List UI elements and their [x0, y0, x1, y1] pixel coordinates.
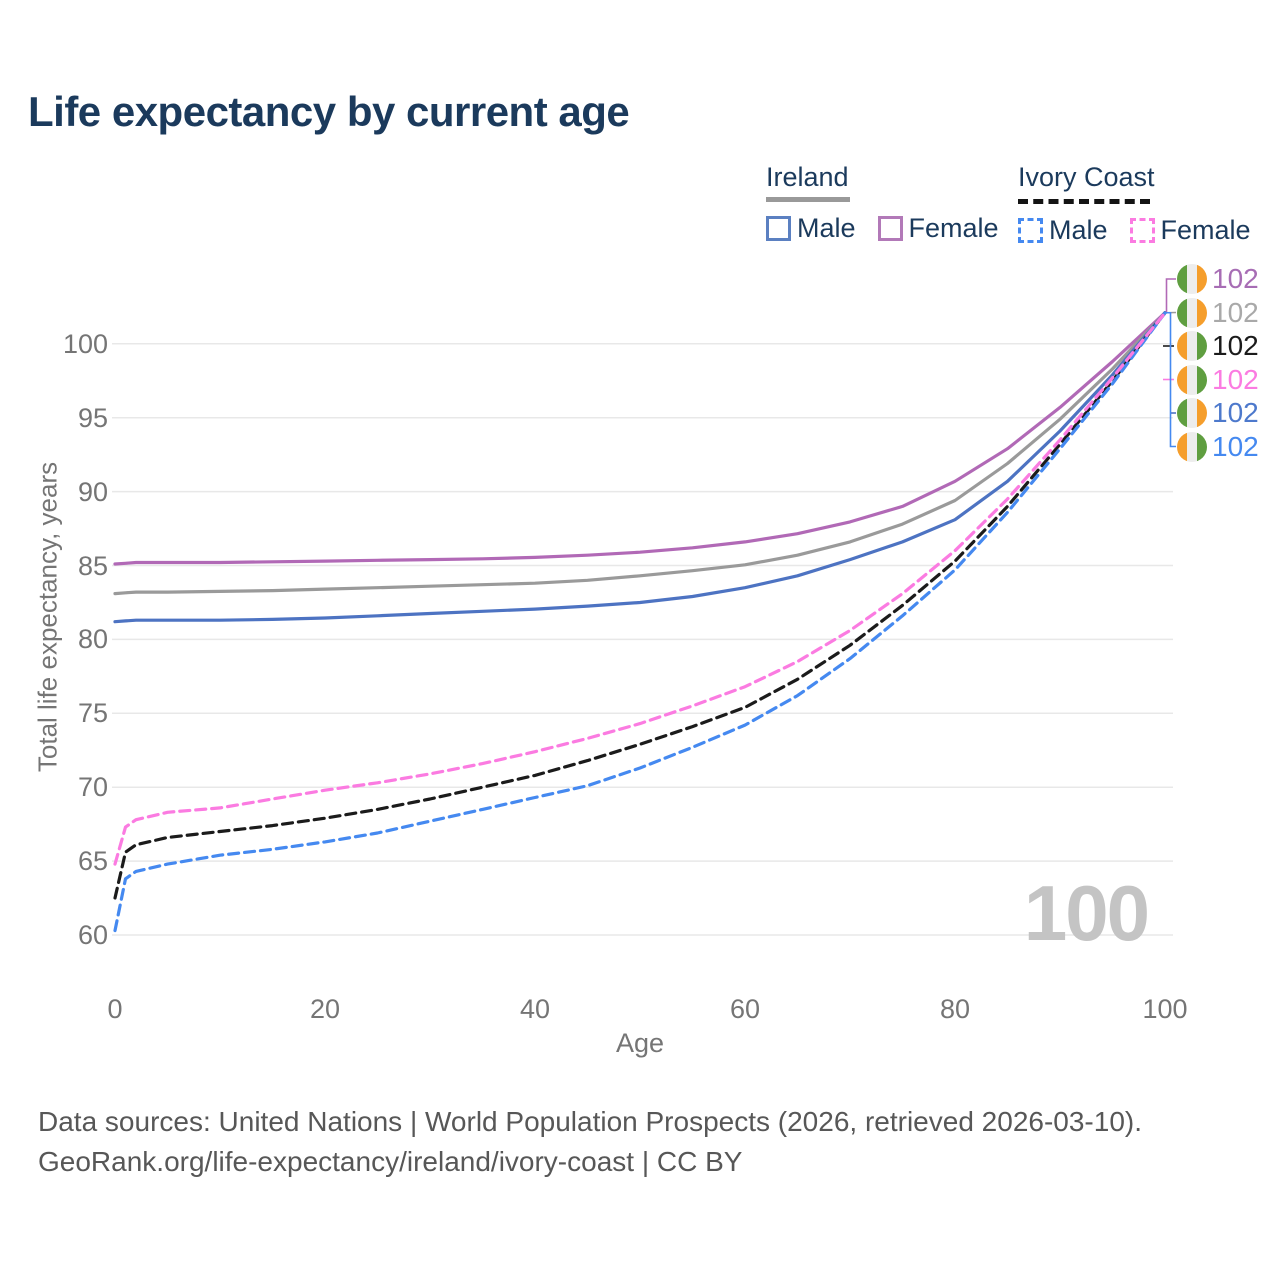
- legend-items-ireland: Male Female: [766, 213, 999, 244]
- y-tick-label-85: 85: [77, 550, 108, 581]
- ireland-male-swatch-icon: [766, 216, 791, 241]
- age-counter-watermark: 100: [1023, 869, 1150, 957]
- end-label-value-5: 102: [1212, 430, 1259, 462]
- end-label-value-2: 102: [1212, 330, 1259, 361]
- attribution-link[interactable]: GeoRank.org/life-expectancy/ireland/ivor…: [38, 1146, 743, 1177]
- x-tick-label-80: 80: [939, 994, 971, 1024]
- ivory-coast-male-swatch-icon: [1018, 218, 1043, 243]
- ivory-coast-flag-icon: [1177, 331, 1207, 361]
- end-label-value-0: 102: [1212, 263, 1259, 294]
- y-tick-label-75: 75: [77, 698, 108, 729]
- page-title: Life expectancy by current age: [28, 88, 630, 135]
- series-line-ireland-female: [113, 311, 1167, 566]
- ivory-coast-female-swatch-icon: [1129, 218, 1155, 243]
- y-tick-label-60: 60: [77, 920, 108, 950]
- legend-label-ivory-coast-male: Male: [1049, 215, 1108, 245]
- legend-underline-ivory-coast-dashed: [1018, 199, 1150, 204]
- legend-underline-ireland-solid: [766, 197, 850, 202]
- legend-group-ivory-coast: Ivory Coast Male Female: [1018, 162, 1251, 246]
- y-tick-label-90: 90: [77, 476, 108, 507]
- ivory-coast-flag-icon: [1177, 431, 1207, 462]
- y-tick-label-80: 80: [77, 624, 108, 655]
- ireland-female-swatch-icon: [877, 216, 903, 241]
- legend-label-ireland-male: Male: [797, 213, 856, 243]
- legend-item-ireland-female[interactable]: Female: [877, 213, 999, 244]
- ireland-flag-icon: [1177, 264, 1207, 294]
- y-tick-label-65: 65: [77, 846, 108, 877]
- y-tick-label-70: 70: [77, 772, 108, 803]
- y-tick-label-95: 95: [77, 402, 108, 433]
- data-source-note: Data sources: United Nations | World Pop…: [38, 1106, 1143, 1137]
- series-line-ireland-male: [113, 311, 1167, 624]
- end-label-value-3: 102: [1212, 363, 1259, 395]
- x-tick-label-20: 20: [309, 994, 341, 1024]
- series-line-ivory-coast-female: [113, 311, 1167, 866]
- series-line-ivory-coast-male: [113, 311, 1167, 933]
- ivory-coast-flag-icon: [1177, 364, 1207, 395]
- legend-item-ivory-coast-female[interactable]: Female: [1129, 215, 1251, 246]
- x-tick-label-0: 0: [107, 994, 123, 1024]
- x-axis-title: Age: [615, 1028, 665, 1058]
- legend-title-ivory-coast[interactable]: Ivory Coast: [1018, 162, 1155, 192]
- end-label-value-4: 102: [1212, 397, 1259, 428]
- end-label-connector-0: [1165, 278, 1176, 314]
- ireland-flag-icon: [1177, 398, 1207, 428]
- legend-item-ireland-male[interactable]: Male: [766, 213, 856, 244]
- x-tick-label-60: 60: [729, 994, 761, 1024]
- end-label-value-1: 102: [1212, 296, 1259, 328]
- legend-label-ivory-coast-female: Female: [1160, 215, 1251, 245]
- x-tick-label-100: 100: [1142, 994, 1188, 1024]
- series-line-ivory-coast: [113, 311, 1167, 900]
- legend-label-ireland-female: Female: [908, 213, 999, 243]
- legend-title-ireland[interactable]: Ireland: [766, 162, 849, 192]
- y-tick-label-100: 100: [62, 328, 108, 359]
- series-line-ireland: [113, 311, 1167, 596]
- legend-item-ivory-coast-male[interactable]: Male: [1018, 215, 1108, 246]
- legend-items-ivory-coast: Male Female: [1018, 215, 1251, 246]
- end-label-connector-5: [1165, 311, 1176, 448]
- x-tick-label-40: 40: [519, 994, 551, 1024]
- legend-group-ireland: Ireland Male Female: [766, 162, 999, 244]
- ireland-flag-icon: [1177, 297, 1207, 328]
